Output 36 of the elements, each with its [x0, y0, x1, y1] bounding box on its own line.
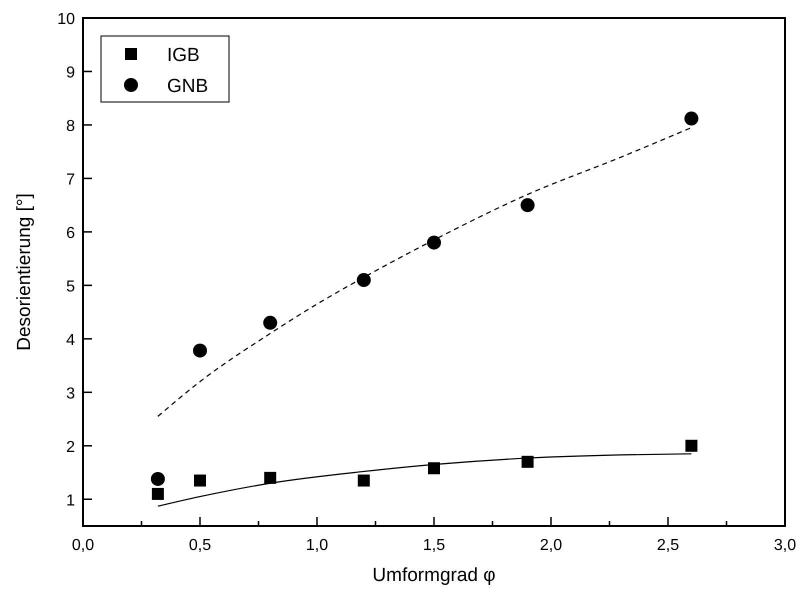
- y-tick-label: 2: [66, 438, 76, 456]
- x-tick-label: 2,5: [656, 537, 680, 554]
- point: [358, 474, 370, 487]
- y-tick-label: 7: [66, 171, 76, 188]
- point: [684, 112, 698, 126]
- x-tick-label: 2,0: [540, 537, 562, 554]
- y-tick-label: 10: [57, 11, 76, 28]
- point: [264, 472, 276, 484]
- y-tick-label: 1: [66, 492, 76, 510]
- point: [428, 462, 440, 474]
- y-tick-label: 9: [66, 64, 76, 82]
- point: [522, 456, 534, 468]
- point: [194, 474, 206, 487]
- legend-label: GNB: [167, 76, 208, 97]
- point: [150, 472, 165, 486]
- point: [152, 488, 164, 500]
- point: [356, 273, 371, 288]
- x-tick-label: 1,5: [422, 537, 446, 554]
- point: [193, 344, 207, 358]
- y-tick-label: 6: [66, 224, 76, 242]
- legend-label: IGB: [167, 45, 200, 66]
- x-tick-label: 3,0: [774, 537, 796, 554]
- point: [685, 440, 698, 452]
- x-tick-label: 1,0: [306, 537, 328, 554]
- x-tick-label: 0,5: [188, 537, 212, 554]
- y-tick-label: 5: [66, 278, 76, 296]
- y-axis-title: Desorientierung [°]: [14, 193, 35, 351]
- point: [427, 236, 441, 250]
- line-series: [157, 127, 692, 417]
- point: [263, 316, 278, 330]
- y-tick-label: 4: [66, 332, 76, 349]
- x-axis-title: Umformgrad φ: [372, 565, 496, 586]
- x-tick-label: 0,0: [72, 537, 94, 554]
- y-tick-label: 3: [66, 385, 76, 402]
- point: [520, 198, 535, 212]
- y-tick-label: 8: [66, 118, 76, 135]
